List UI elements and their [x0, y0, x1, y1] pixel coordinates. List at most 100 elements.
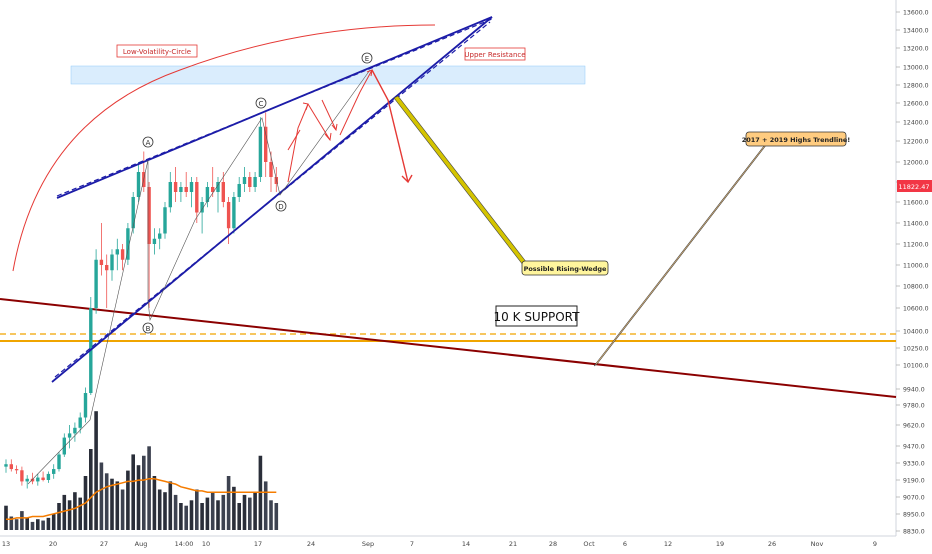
price-tick-label: 12400.0: [903, 120, 929, 127]
candle: [83, 387, 88, 423]
candle: [115, 238, 119, 271]
highs-trendline-callout: 2017 + 2019 Highs Trendline!: [742, 131, 850, 147]
volume-bar: [51, 513, 56, 530]
candle: [73, 422, 77, 442]
volume-bar: [179, 503, 183, 530]
svg-text:C: C: [259, 100, 264, 108]
candle: [30, 472, 35, 485]
candles: [4, 112, 278, 489]
candle: [258, 117, 263, 182]
candle: [216, 177, 220, 213]
volume-bar: [30, 521, 35, 530]
wave-path: [27, 69, 371, 485]
candle: [110, 249, 114, 281]
time-tick-label: 12: [664, 540, 672, 548]
volume-bar: [9, 516, 14, 530]
volume-bar: [46, 517, 51, 530]
volume-bar: [99, 462, 104, 530]
candle: [14, 465, 19, 474]
volume-bar: [110, 478, 114, 530]
time-tick-label: 24: [307, 540, 315, 548]
time-tick-label: Oct: [583, 540, 595, 548]
price-tick-label: 12000.0: [903, 160, 929, 167]
volume-bar: [226, 476, 231, 530]
price-tick-label: 8950.0: [903, 512, 925, 519]
price-tick-label: 8830.0: [903, 529, 925, 536]
candle: [142, 151, 146, 192]
projection-up-1: [287, 103, 309, 183]
volume-bar: [163, 492, 167, 530]
volume-bar: [136, 465, 141, 530]
low-volatility-label: Low-Volatility-Circle: [116, 44, 198, 58]
svg-text:Upper Resistance: Upper Resistance: [464, 51, 525, 59]
candle: [200, 197, 204, 234]
highs-trendline-leader: [593, 143, 768, 367]
candle: [205, 182, 210, 208]
volume-bar: [274, 503, 279, 530]
price-tick-label: 11000.0: [903, 263, 929, 270]
wave-label-b: B: [142, 322, 154, 334]
price-tick-label: 9330.0: [903, 461, 925, 468]
candle: [4, 459, 8, 473]
price-tick-label: 11400.0: [903, 221, 929, 228]
support-10k-label: 10 K SUPPORT: [494, 305, 581, 327]
price-tick-label: 13400.0: [903, 28, 929, 35]
candle: [46, 471, 51, 483]
candle: [168, 172, 172, 213]
volume-bar: [25, 517, 29, 530]
volume-bar: [195, 489, 199, 530]
current-price-tag: 11822.47: [897, 180, 932, 192]
svg-text:10 K SUPPORT: 10 K SUPPORT: [494, 310, 581, 324]
price-tick-label: 9780.0: [903, 403, 925, 410]
volume-bar: [157, 489, 162, 530]
volume-bar: [200, 503, 204, 530]
volume-bar: [147, 446, 151, 530]
volume-bar: [269, 500, 273, 530]
candle: [62, 433, 66, 457]
price-tick-label: 11200.0: [903, 242, 929, 249]
candle: [41, 471, 45, 482]
price-tick-label: 10250.0: [903, 346, 929, 353]
time-tick-label: 6: [623, 540, 627, 548]
volume-moving-average: [6, 477, 277, 520]
price-tick-label: 9070.0: [903, 495, 925, 502]
time-tick-label: 19: [716, 540, 724, 548]
candle: [9, 459, 13, 472]
volume-bar: [120, 489, 125, 530]
candle: [152, 228, 157, 255]
svg-text:B: B: [146, 325, 151, 333]
volume-bar: [78, 497, 82, 530]
price-tick-label: 13200.0: [903, 46, 929, 53]
candle: [163, 202, 167, 239]
time-tick-label: 14: [462, 540, 470, 548]
candle: [67, 425, 72, 449]
candle: [221, 172, 225, 208]
projection-down-2: [321, 99, 337, 131]
price-tick-label: 9940.0: [903, 387, 925, 394]
candle: [105, 254, 109, 308]
time-tick-label: 27: [100, 540, 108, 548]
volume-bar: [67, 500, 72, 530]
time-tick-label: 7: [410, 540, 414, 548]
price-tick-label: 12800.0: [903, 83, 929, 90]
time-tick-label: 9: [873, 540, 877, 548]
time-tick-label: 26: [768, 540, 776, 548]
projection-down-1-head: [324, 132, 332, 142]
candle: [147, 182, 151, 308]
candle: [173, 167, 178, 202]
wave-label-e: E: [361, 52, 373, 64]
svg-text:A: A: [146, 139, 151, 147]
svg-text:11822.47: 11822.47: [898, 183, 929, 191]
volume-bar: [14, 519, 19, 530]
price-axis: 13600.0 13400.0 13200.0 13000.0 12800.0 12600…: [896, 10, 929, 536]
candle: [52, 464, 56, 479]
volume-bar: [57, 503, 61, 530]
price-tick-label: 11600.0: [903, 200, 929, 207]
volume-bar: [248, 497, 252, 530]
volume-bar: [173, 494, 178, 530]
rising-wedge-callout: Possible Rising-Wedge: [521, 260, 609, 276]
time-tick-label: 20: [49, 540, 57, 548]
candle: [94, 249, 98, 314]
candle: [248, 172, 252, 192]
